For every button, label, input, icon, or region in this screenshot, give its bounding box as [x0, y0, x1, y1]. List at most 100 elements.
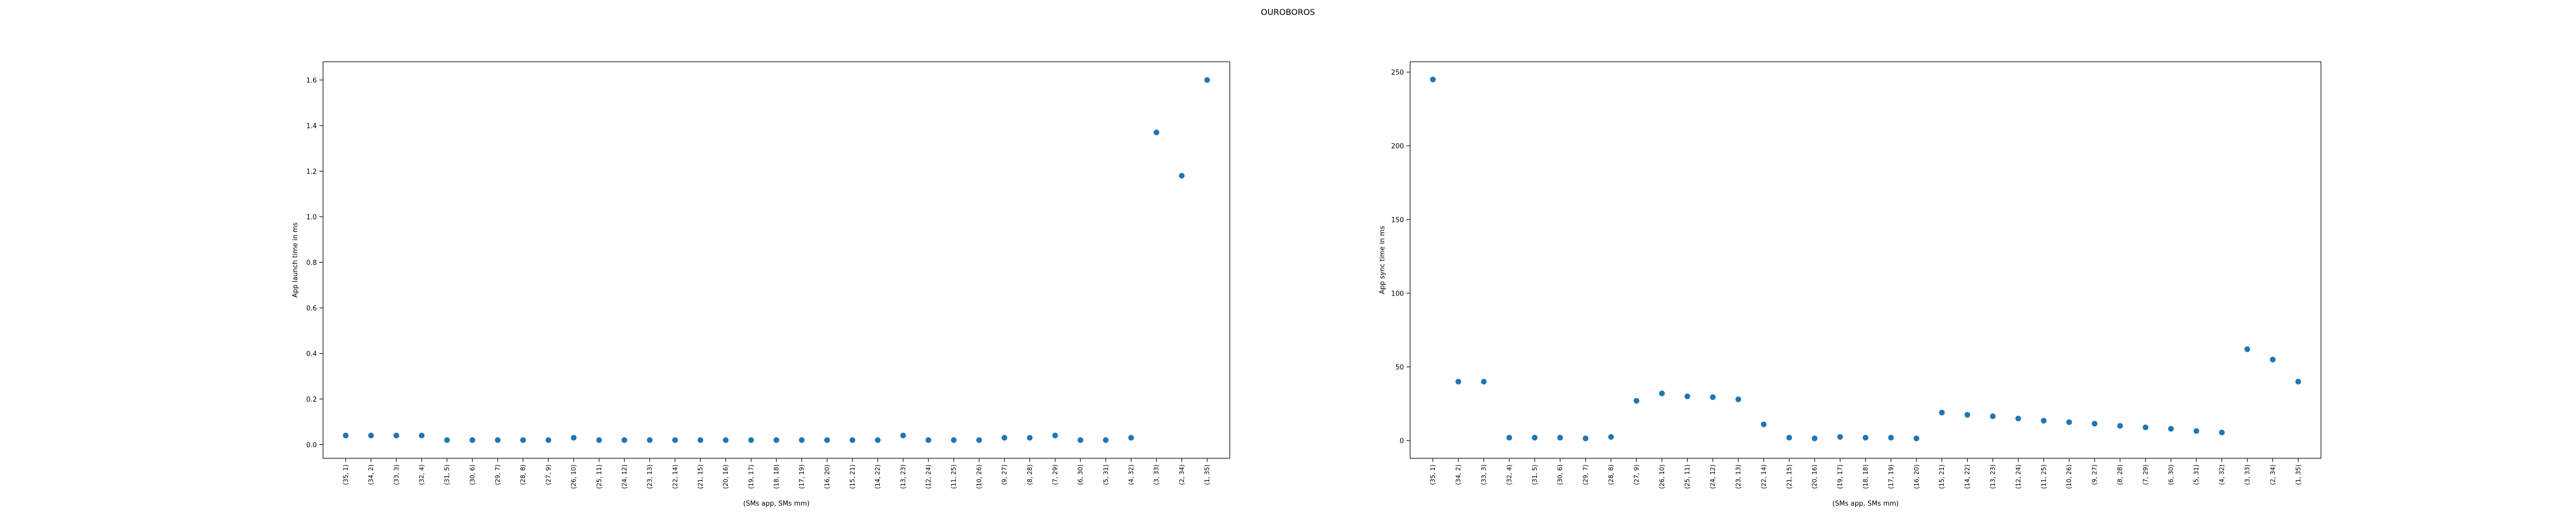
x-tick-label: (27, 9) [1633, 464, 1640, 485]
y-tick-label: 1.0 [306, 214, 317, 221]
x-tick-label: (15, 21) [1938, 464, 1945, 489]
y-tick-label: 250 [1391, 69, 1404, 77]
data-point [495, 437, 501, 443]
data-point [875, 437, 881, 443]
x-tick-label: (18, 18) [1862, 464, 1869, 489]
x-tick-label: (31, 5) [1531, 464, 1538, 485]
x-tick-label: (18, 18) [773, 464, 780, 489]
x-tick-label: (15, 21) [849, 464, 856, 489]
data-point [1990, 413, 1996, 419]
data-point [1481, 378, 1487, 385]
y-tick-label: 50 [1395, 364, 1404, 372]
x-tick-label: (5, 31) [1102, 464, 1109, 485]
y-tick-label: 0.8 [306, 259, 317, 267]
x-tick-label: (26, 10) [570, 464, 578, 489]
data-point [545, 437, 551, 443]
data-point [925, 437, 931, 443]
data-point [723, 437, 729, 443]
x-tick-label: (2, 34) [2269, 464, 2276, 485]
data-point [1052, 433, 1058, 439]
x-tick-label: (8, 28) [2116, 464, 2124, 485]
x-tick-label: (14, 22) [874, 464, 882, 489]
data-point [1710, 394, 1716, 400]
x-tick-label: (13, 23) [1989, 464, 1996, 489]
x-tick-label: (9, 27) [2091, 464, 2098, 485]
data-point [2193, 428, 2199, 434]
data-point [1760, 421, 1767, 427]
data-point [951, 437, 957, 443]
data-point [2015, 416, 2021, 422]
x-tick-label: (19, 17) [1837, 464, 1844, 489]
x-tick-label: (14, 22) [1964, 464, 1971, 489]
data-point [1103, 437, 1109, 443]
data-point [1506, 435, 1512, 441]
x-tick-label: (19, 17) [748, 464, 755, 489]
x-tick-label: (2, 34) [1178, 464, 1185, 485]
x-tick-label: (21, 15) [1786, 464, 1793, 489]
x-tick-label: (23, 13) [1735, 464, 1742, 489]
data-point [647, 437, 653, 443]
x-tick-label: (7, 29) [2142, 464, 2149, 485]
y-tick-label: 1.6 [306, 77, 317, 84]
y-axis-label: App launch time in ms [292, 222, 299, 298]
x-tick-label: (4, 32) [2218, 464, 2226, 485]
data-point [773, 437, 779, 443]
y-axis-label: App sync time in ms [1379, 226, 1386, 295]
data-point [799, 437, 805, 443]
x-tick-label: (29, 7) [1582, 464, 1589, 485]
x-tick-label: (31, 5) [444, 464, 451, 485]
data-point [1684, 393, 1690, 400]
data-point [697, 437, 703, 443]
axes-frame [323, 61, 1230, 459]
x-tick-label: (25, 11) [596, 464, 603, 489]
y-tick-label: 0.2 [306, 396, 317, 404]
x-tick-label: (35, 1) [1429, 464, 1436, 485]
x-tick-label: (26, 10) [1658, 464, 1666, 489]
x-tick-label: (32, 4) [1505, 464, 1513, 485]
data-point [2168, 426, 2174, 432]
x-tick-label: (23, 13) [646, 464, 653, 489]
data-point [1002, 435, 1008, 441]
x-tick-label: (16, 20) [1913, 464, 1920, 489]
x-tick-label: (1, 35) [1204, 464, 1211, 485]
x-tick-label: (11, 25) [2040, 464, 2047, 489]
x-tick-label: (10, 26) [2065, 464, 2073, 489]
x-tick-label: (30, 6) [469, 464, 476, 485]
data-point [520, 437, 526, 443]
data-point [1154, 129, 1160, 135]
x-tick-label: (4, 32) [1127, 464, 1134, 485]
data-point [672, 437, 678, 443]
data-point [393, 433, 399, 439]
x-tick-label: (28, 8) [1607, 464, 1615, 485]
x-tick-label: (27, 9) [545, 464, 552, 485]
y-tick-label: 150 [1391, 216, 1404, 224]
x-tick-label: (32, 4) [418, 464, 426, 485]
y-tick-label: 0.4 [306, 350, 317, 358]
x-tick-label: (34, 2) [1455, 464, 1462, 485]
data-point [444, 437, 450, 443]
data-point [1532, 435, 1538, 441]
data-point [2092, 421, 2098, 427]
y-tick-label: 1.2 [306, 168, 317, 176]
data-point [596, 437, 602, 443]
x-tick-label: (8, 28) [1026, 464, 1033, 485]
data-point [2295, 378, 2301, 385]
x-tick-label: (13, 23) [900, 464, 907, 489]
y-tick-label: 1.4 [306, 123, 317, 130]
data-point [1077, 437, 1083, 443]
data-point [2219, 429, 2225, 436]
y-tick-label: 0 [1400, 438, 1404, 445]
x-tick-label: (1, 35) [2295, 464, 2302, 485]
x-tick-label: (6, 30) [2167, 464, 2175, 485]
x-tick-label: (12, 24) [925, 464, 932, 489]
x-tick-label: (10, 26) [975, 464, 982, 489]
x-tick-label: (28, 8) [519, 464, 527, 485]
data-point [1608, 434, 1614, 440]
data-point [1811, 435, 1818, 441]
y-tick-label: 0.0 [306, 441, 317, 449]
x-tick-label: (24, 12) [1709, 464, 1717, 489]
data-point [419, 433, 425, 439]
chart-right-sync-time: 0 50 100 150 200 250 (35, 1) (34, 2) (33, 3) (32,… [1379, 61, 2321, 508]
data-point [976, 437, 982, 443]
